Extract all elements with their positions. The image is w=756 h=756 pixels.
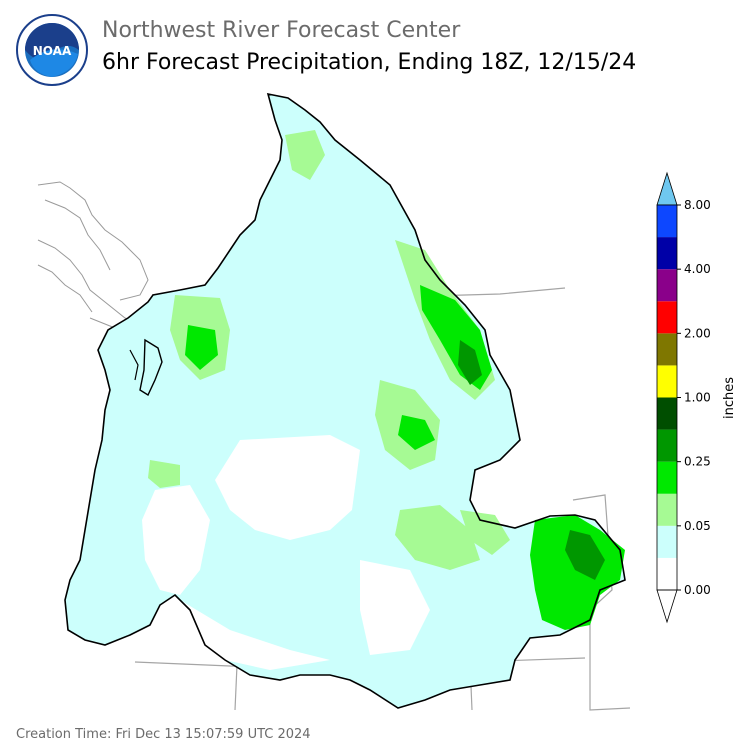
puget-sound-coastline xyxy=(37,181,151,341)
logo-wordmark: NOAA xyxy=(33,44,72,58)
colorbar-bin xyxy=(657,365,677,398)
colorbar-tick-label: 1.00 xyxy=(684,391,711,405)
puget-sound-islands xyxy=(139,338,163,397)
precipitation-map xyxy=(37,92,631,711)
header: NOAA Northwest River Forecast Center 6hr… xyxy=(0,0,756,90)
colorbar-bins xyxy=(656,171,678,624)
colorbar-bin xyxy=(657,397,677,430)
colorbar-ticks: 0.00 0.05 0.25 1.00 2.00 4.00 8.00 xyxy=(677,198,711,597)
colorbar-tick-label: 8.00 xyxy=(684,198,711,212)
colorbar-tick-label: 2.00 xyxy=(684,326,711,340)
colorbar-tick-label: 0.00 xyxy=(684,583,711,597)
product-title: 6hr Forecast Precipitation, Ending 18Z, … xyxy=(102,50,637,75)
colorbar-bin xyxy=(657,493,677,526)
precip-colorbar: 0.00 0.05 0.25 1.00 2.00 4.00 8.00 inches xyxy=(656,171,737,624)
colorbar-bin xyxy=(657,525,677,558)
colorbar-bin xyxy=(657,205,677,238)
colorbar-over-triangle xyxy=(656,171,678,206)
colorbar-bin xyxy=(657,333,677,366)
creation-time: Creation Time: Fri Dec 13 15:07:59 UTC 2… xyxy=(16,727,311,742)
colorbar-under-triangle xyxy=(656,589,678,624)
colorbar-bin xyxy=(657,557,677,590)
colorbar-bin xyxy=(657,301,677,334)
basin-boundary xyxy=(64,92,626,709)
colorbar-unit-label: inches xyxy=(722,377,737,419)
colorbar-bin xyxy=(657,429,677,462)
colorbar-bin xyxy=(657,461,677,494)
colorbar-tick-label: 0.25 xyxy=(684,455,711,469)
colorbar-tick-label: 4.00 xyxy=(684,262,711,276)
center-title: Northwest River Forecast Center xyxy=(102,18,461,43)
colorbar-tick-label: 0.05 xyxy=(684,519,711,533)
colorbar-bin xyxy=(657,237,677,270)
colorbar-bin xyxy=(657,269,677,302)
noaa-logo-icon: NOAA xyxy=(16,14,88,86)
precip-fill xyxy=(65,94,625,708)
